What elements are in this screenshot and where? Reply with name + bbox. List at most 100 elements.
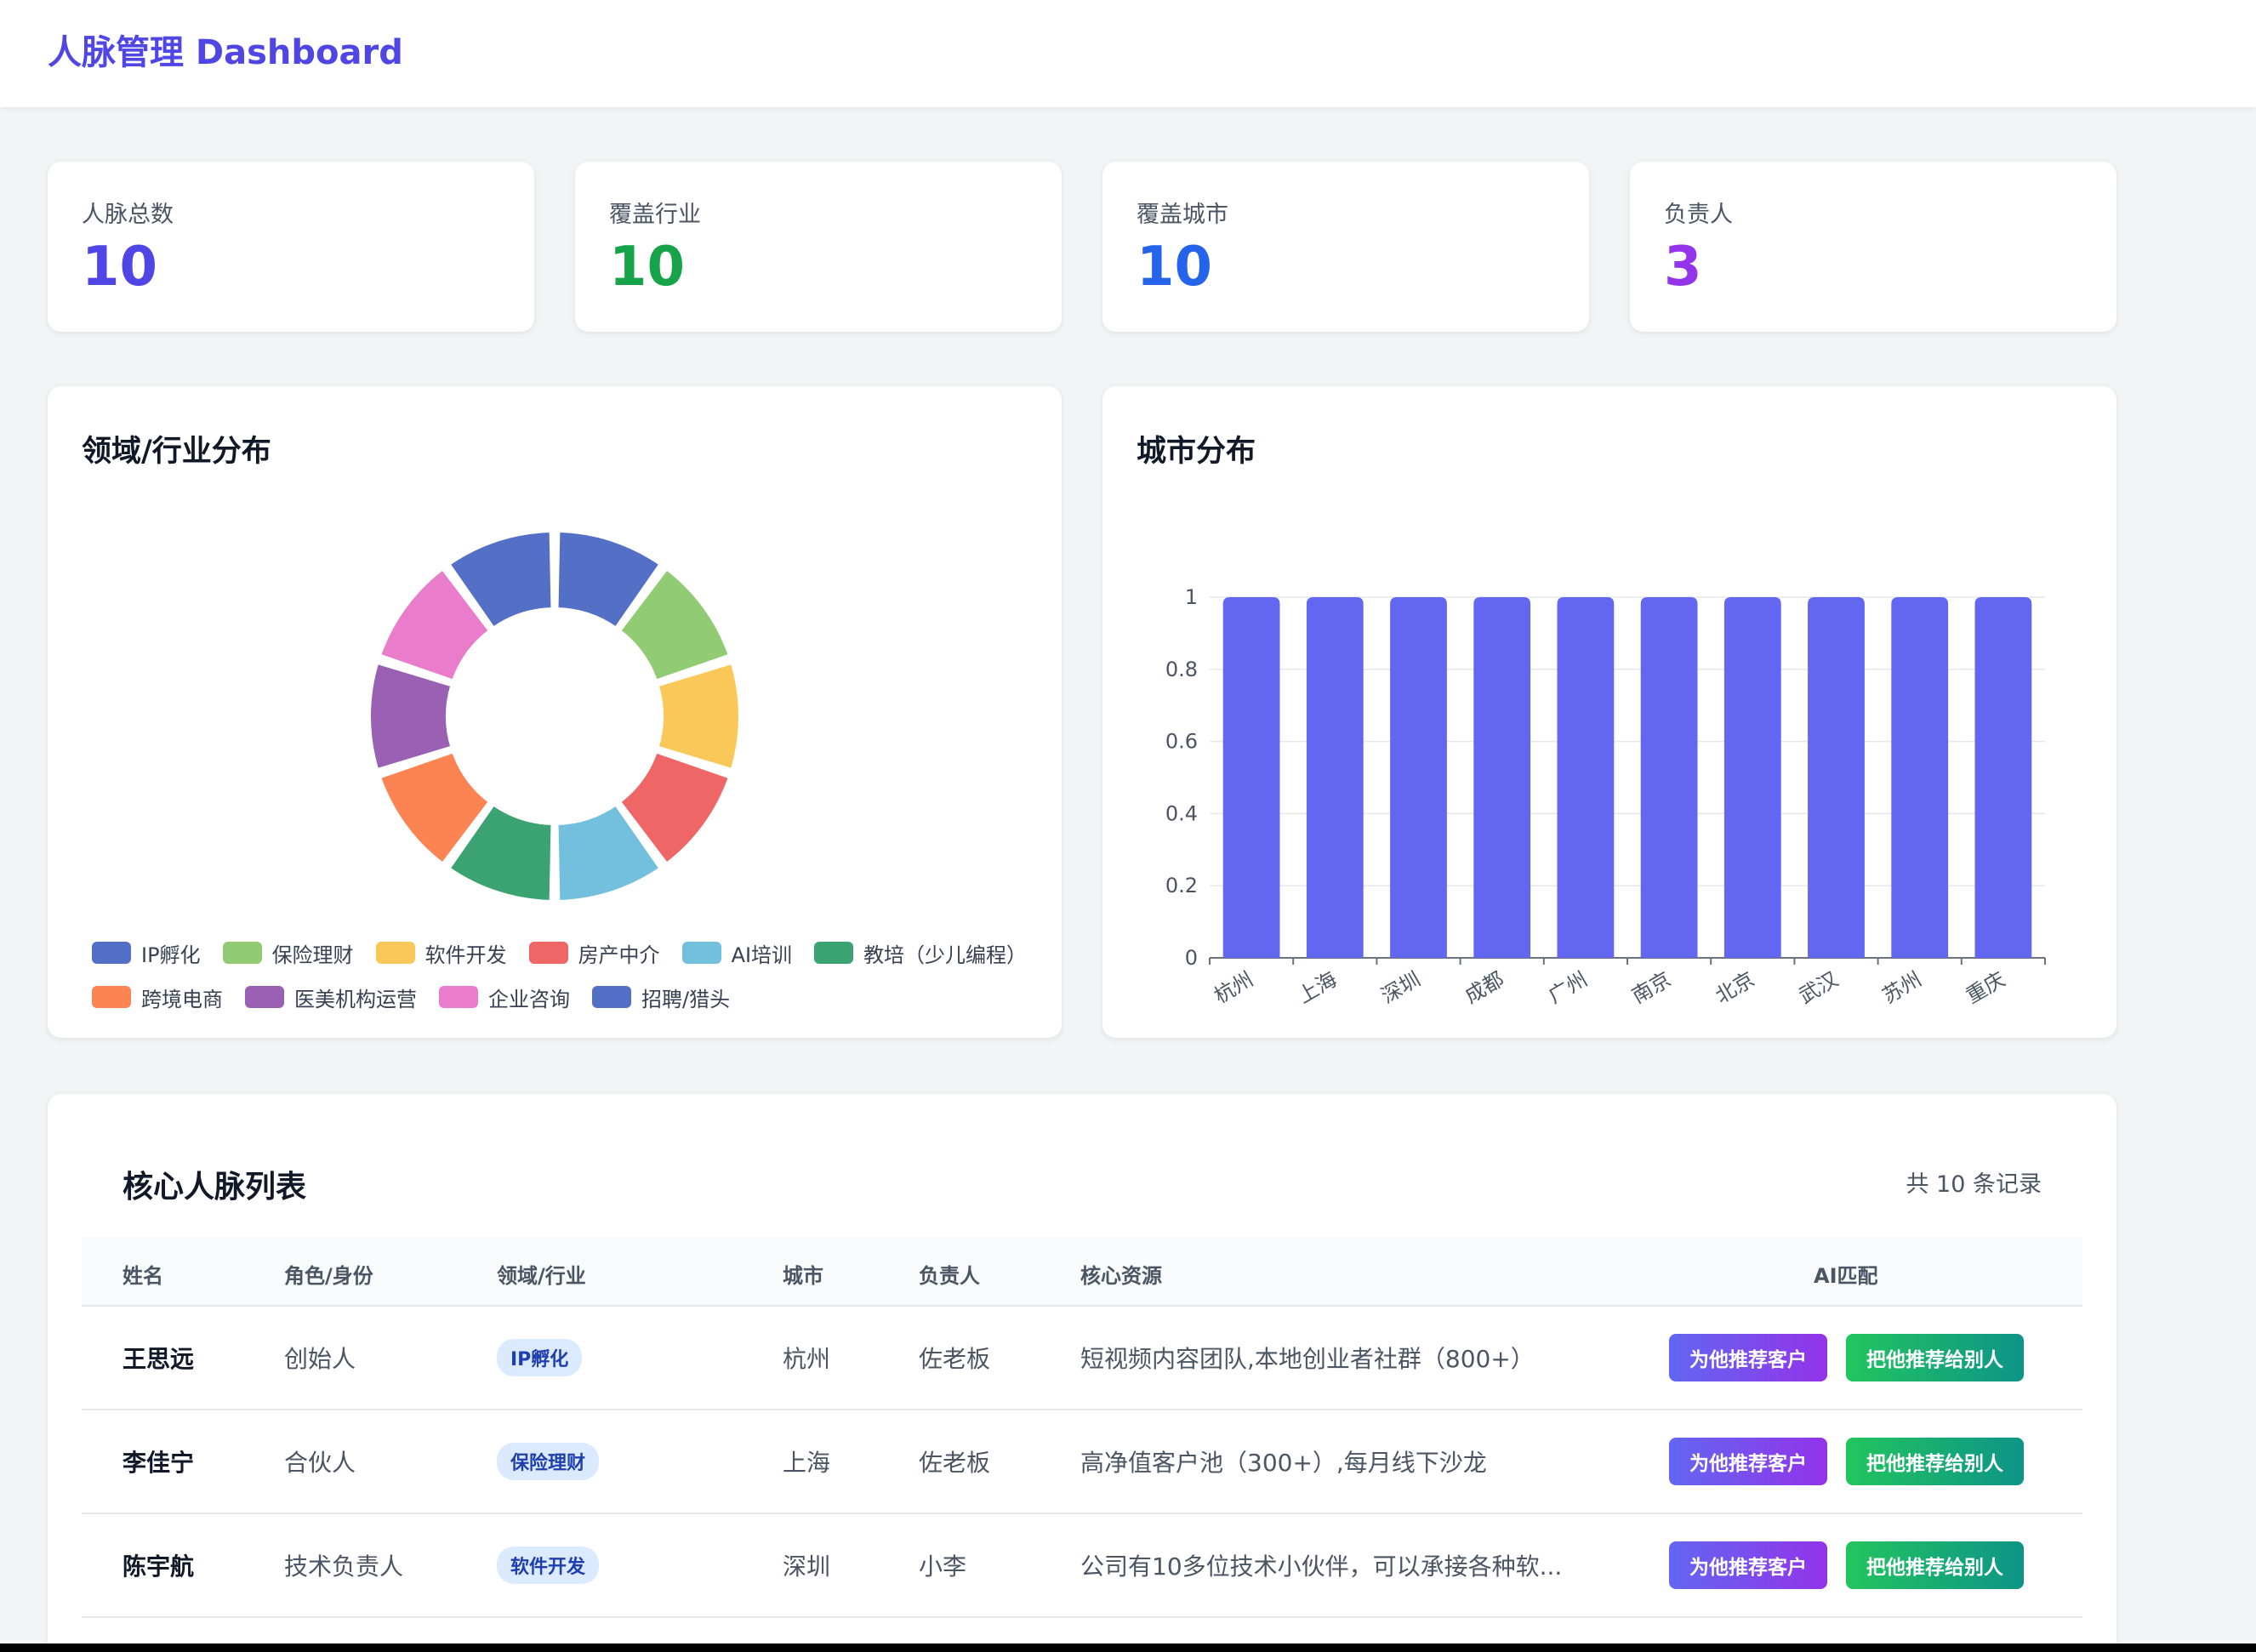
table-row: 王思远 创始人 IP孵化 杭州 佐老板 短视频内容团队,本地创业者社群（800+） 为他推荐… [82, 1307, 2082, 1410]
donut-slice[interactable] [367, 660, 454, 772]
city-bar[interactable] [1473, 597, 1531, 958]
stat-card-owners: 负责人 3 [1630, 162, 2116, 332]
donut-slice[interactable] [447, 529, 555, 630]
legend-label: 企业咨询 [488, 987, 570, 1011]
stat-card-cities: 覆盖城市 10 [1102, 162, 1589, 332]
legend-item[interactable]: 跨境电商 [92, 975, 223, 1019]
legend-label: AI培训 [731, 943, 793, 967]
city-bar[interactable] [1723, 597, 1781, 958]
city-bar[interactable] [1222, 597, 1280, 958]
legend-label: 跨境电商 [141, 987, 223, 1011]
contact-resource: 公司有10多位技术小伙伴，可以承接各种软... [1080, 1552, 1563, 1581]
legend-item[interactable]: 企业咨询 [439, 975, 570, 1019]
city-bar[interactable] [1557, 597, 1615, 958]
contact-city: 深圳 [783, 1552, 831, 1581]
legend-label: 软件开发 [424, 943, 507, 967]
col-city: 城市 [783, 1264, 823, 1288]
legend-swatch [592, 986, 631, 1008]
donut-slice[interactable] [378, 567, 492, 683]
stat-value: 10 [609, 236, 686, 299]
x-tick-label: 广州 [1544, 967, 1592, 1008]
col-resource: 核心资源 [1080, 1264, 1162, 1288]
y-tick-label: 0.2 [1165, 874, 1198, 897]
donut-slice[interactable] [655, 660, 742, 772]
city-bar[interactable] [1640, 597, 1698, 958]
contact-role: 技术负责人 [284, 1552, 404, 1581]
legend-item[interactable]: 招聘/猎头 [592, 975, 730, 1019]
stat-value: 3 [1664, 236, 1702, 299]
x-tick-label: 北京 [1712, 967, 1759, 1008]
contact-name: 王思远 [122, 1345, 195, 1373]
legend-swatch [528, 942, 568, 964]
top-bar: 人脉管理 Dashboard [0, 0, 2256, 107]
contact-city: 上海 [783, 1449, 831, 1477]
legend-item[interactable]: 房产中介 [528, 931, 660, 975]
stat-card-industries: 覆盖行业 10 [575, 162, 1062, 332]
legend-item[interactable]: 教培（少儿编程） [814, 931, 1027, 975]
contact-role: 合伙人 [284, 1449, 356, 1477]
legend-swatch [245, 986, 284, 1008]
x-tick-label: 南京 [1628, 967, 1676, 1008]
contact-name: 陈宇航 [122, 1552, 195, 1581]
contact-resource: 短视频内容团队,本地创业者社群（800+） [1080, 1345, 1535, 1373]
contact-role: 创始人 [284, 1345, 356, 1373]
bottom-edge [0, 1643, 2256, 1652]
legend-item[interactable]: 软件开发 [375, 931, 507, 975]
recommend-client-button[interactable]: 为他推荐客户 [1669, 1438, 1827, 1485]
legend-swatch [92, 942, 131, 964]
contact-owner: 小李 [919, 1552, 967, 1581]
city-bar[interactable] [1974, 597, 2032, 958]
city-bar[interactable] [1891, 597, 1949, 958]
x-tick-label: 重庆 [1962, 967, 2009, 1008]
legend-item[interactable]: 保险理财 [222, 931, 354, 975]
legend-swatch [222, 942, 262, 964]
x-tick-label: 杭州 [1211, 967, 1258, 1008]
legend-item[interactable]: 医美机构运营 [245, 975, 417, 1019]
city-bar[interactable] [1390, 597, 1447, 958]
x-tick-label: 成都 [1461, 967, 1508, 1008]
industry-chart-panel: 领域/行业分布 IP孵化 保险理财 软件开发 房产中介 AI培训 教培（少儿编程） 跨境电商… [48, 386, 1062, 1038]
table-row: 李佳宁 合伙人 保险理财 上海 佐老板 高净值客户池（300+）,每月线下沙龙 为他推荐客户… [82, 1410, 2082, 1514]
x-tick-label: 深圳 [1377, 967, 1425, 1008]
contact-city: 杭州 [783, 1345, 831, 1373]
legend-item[interactable]: IP孵化 [92, 931, 201, 975]
donut-slice[interactable] [447, 802, 555, 903]
recommend-client-button[interactable]: 为他推荐客户 [1669, 1334, 1827, 1381]
contact-owner: 佐老板 [919, 1345, 991, 1373]
recommend-client-button[interactable]: 为他推荐客户 [1669, 1541, 1827, 1589]
recommend-contact-button[interactable]: 把他推荐给别人 [1846, 1438, 2024, 1485]
legend-label: 保险理财 [271, 943, 354, 967]
legend-label: 招聘/猎头 [641, 987, 731, 1011]
city-bar[interactable] [1306, 597, 1364, 958]
col-owner: 负责人 [919, 1264, 980, 1288]
donut-slice[interactable] [555, 529, 663, 630]
legend-swatch [681, 942, 721, 964]
table-row: 陈宇航 技术负责人 软件开发 深圳 小李 公司有10多位技术小伙伴，可以承接各种软... 为… [82, 1514, 2082, 1618]
legend-label: IP孵化 [141, 943, 201, 967]
domain-tag: 软件开发 [497, 1547, 600, 1584]
recommend-contact-button[interactable]: 把他推荐给别人 [1846, 1334, 2024, 1381]
donut-slice[interactable] [555, 802, 663, 903]
industry-donut-chart [367, 529, 742, 903]
donut-slice[interactable] [618, 749, 732, 866]
legend-label: 医美机构运营 [294, 987, 417, 1011]
city-bar[interactable] [1808, 597, 1865, 958]
stat-label: 覆盖城市 [1137, 202, 1228, 228]
donut-slice[interactable] [618, 567, 732, 683]
col-ai-match: AI匹配 [1814, 1264, 1878, 1288]
domain-tag: 保险理财 [497, 1443, 600, 1480]
recommend-contact-button[interactable]: 把他推荐给别人 [1846, 1541, 2024, 1589]
stat-label: 人脉总数 [82, 202, 174, 228]
col-domain: 领域/行业 [497, 1264, 586, 1288]
donut-slice[interactable] [378, 749, 492, 866]
contact-resource: 高净值客户池（300+）,每月线下沙龙 [1080, 1449, 1487, 1477]
table-header: 姓名 角色/身份 领域/行业 城市 负责人 核心资源 AI匹配 [82, 1237, 2082, 1307]
legend-item[interactable]: AI培训 [681, 931, 793, 975]
stat-label: 负责人 [1664, 202, 1733, 228]
y-tick-label: 0.4 [1165, 801, 1198, 825]
city-chart-panel: 城市分布 0 0.2 0.4 0.6 0.8 1 杭州 上海 深圳 成都 广州 南京 北京 武汉 苏州 重庆 [1102, 386, 2116, 1038]
y-tick-label: 0.6 [1165, 730, 1198, 754]
y-tick-label: 0.8 [1165, 658, 1198, 681]
city-chart-title: 城市分布 [1137, 435, 1256, 469]
x-tick-label: 苏州 [1878, 967, 1926, 1008]
